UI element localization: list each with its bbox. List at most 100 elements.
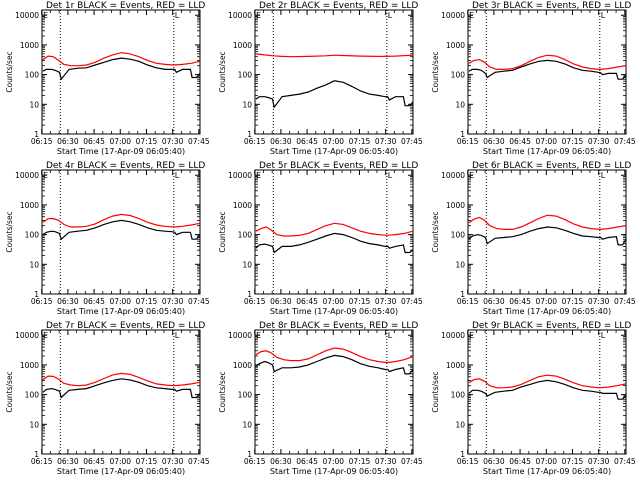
corner-mark: E bbox=[469, 11, 474, 20]
x-tick-label: 07:15 bbox=[136, 137, 158, 146]
x-tick-label: 06:15 bbox=[457, 297, 479, 306]
x-tick-label: 06:15 bbox=[457, 137, 479, 146]
y-tick-label: 10000 bbox=[441, 331, 465, 340]
y-tick-label: 1000 bbox=[233, 41, 252, 50]
y-tick-label: 100 bbox=[238, 391, 253, 400]
x-tick-label: 07:15 bbox=[562, 137, 584, 146]
x-tick-label: 06:45 bbox=[509, 457, 531, 466]
y-tick-label: 10 bbox=[242, 100, 252, 109]
x-tick-label: 07:00 bbox=[535, 457, 557, 466]
x-tick-label: 07:00 bbox=[535, 297, 557, 306]
x-tick-label: 07:30 bbox=[375, 297, 397, 306]
series-line-lld bbox=[468, 214, 627, 231]
x-tick-label: 07:00 bbox=[322, 457, 344, 466]
corner-mark: L bbox=[175, 171, 180, 180]
corner-mark: L bbox=[388, 11, 393, 20]
y-tick-label: 10 bbox=[29, 100, 39, 109]
x-tick-label: 07:45 bbox=[401, 297, 423, 306]
y-tick-label: 10 bbox=[242, 260, 252, 269]
x-axis-label: Start Time (17-Apr-09 06:05:40) bbox=[57, 307, 185, 316]
y-tick-label: 10000 bbox=[441, 11, 465, 20]
corner-mark: L bbox=[601, 331, 606, 340]
series-line-lld bbox=[468, 54, 627, 71]
x-tick-label: 06:15 bbox=[457, 457, 479, 466]
x-tick-label: 06:30 bbox=[57, 457, 79, 466]
corner-mark: L bbox=[388, 331, 393, 340]
corner-mark: E bbox=[43, 11, 48, 20]
x-tick-label: 07:45 bbox=[614, 137, 636, 146]
x-tick-label: 06:15 bbox=[31, 457, 53, 466]
plot-frame bbox=[254, 9, 414, 135]
series-line-lld bbox=[468, 374, 627, 389]
x-tick-label: 07:45 bbox=[614, 457, 636, 466]
chart-title: Det 7r BLACK = Events, RED = LLD bbox=[46, 321, 205, 331]
x-tick-label: 06:45 bbox=[509, 137, 531, 146]
corner-mark: E bbox=[256, 331, 261, 340]
x-tick-label: 07:45 bbox=[401, 137, 423, 146]
y-tick-label: 1000 bbox=[20, 361, 39, 370]
y-tick-label: 1000 bbox=[446, 201, 465, 210]
y-tick-label: 10000 bbox=[15, 331, 39, 340]
detector-panel: Det 9r BLACK = Events, RED = LLD 1 10 100 10… bbox=[431, 321, 636, 476]
corner-mark: L bbox=[601, 11, 606, 20]
series-line-lld bbox=[255, 222, 414, 237]
corner-mark: E bbox=[43, 331, 48, 340]
plot-frame bbox=[41, 9, 201, 135]
x-tick-label: 07:15 bbox=[136, 457, 158, 466]
x-axis-label: Start Time (17-Apr-09 06:05:40) bbox=[270, 307, 398, 316]
x-tick-label: 07:45 bbox=[188, 137, 210, 146]
y-tick-label: 10000 bbox=[15, 11, 39, 20]
x-axis-label: Start Time (17-Apr-09 06:05:40) bbox=[483, 467, 611, 476]
series-line-lld bbox=[42, 51, 201, 67]
y-tick-label: 100 bbox=[451, 71, 466, 80]
x-tick-label: 06:45 bbox=[296, 297, 318, 306]
y-axis-label: Counts/sec bbox=[5, 371, 14, 412]
detector-panel: Det 7r BLACK = Events, RED = LLD 1 10 100 10… bbox=[5, 321, 210, 476]
x-tick-label: 07:30 bbox=[162, 137, 184, 146]
x-axis-label: Start Time (17-Apr-09 06:05:40) bbox=[270, 467, 398, 476]
chart-title: Det 8r BLACK = Events, RED = LLD bbox=[259, 321, 418, 331]
y-tick-label: 10000 bbox=[15, 171, 39, 180]
corner-mark: L bbox=[601, 171, 606, 180]
y-axis-label: Counts/sec bbox=[5, 51, 14, 92]
series-line-events bbox=[255, 232, 414, 254]
x-tick-label: 07:45 bbox=[401, 457, 423, 466]
y-tick-label: 1 bbox=[460, 450, 465, 459]
x-axis-label: Start Time (17-Apr-09 06:05:40) bbox=[483, 147, 611, 156]
y-tick-label: 1 bbox=[247, 130, 252, 139]
x-tick-label: 06:30 bbox=[57, 297, 79, 306]
detector-panel: Det 6r BLACK = Events, RED = LLD 1 10 100 10… bbox=[431, 161, 636, 316]
x-axis-label: Start Time (17-Apr-09 06:05:40) bbox=[270, 147, 398, 156]
y-tick-label: 10000 bbox=[228, 331, 252, 340]
y-tick-label: 10 bbox=[455, 100, 465, 109]
series-line-events bbox=[42, 219, 201, 241]
x-tick-label: 06:15 bbox=[31, 137, 53, 146]
y-tick-label: 10000 bbox=[441, 171, 465, 180]
y-tick-label: 1 bbox=[34, 450, 39, 459]
chart-title: Det 5r BLACK = Events, RED = LLD bbox=[259, 161, 418, 171]
y-axis-label: Counts/sec bbox=[218, 51, 227, 92]
y-tick-label: 1 bbox=[34, 130, 39, 139]
series-line-events bbox=[255, 354, 414, 375]
plot-frame bbox=[254, 329, 414, 455]
y-tick-label: 1 bbox=[247, 450, 252, 459]
x-tick-label: 06:15 bbox=[244, 137, 266, 146]
chart-title: Det 2r BLACK = Events, RED = LLD bbox=[259, 1, 418, 11]
corner-mark: E bbox=[43, 171, 48, 180]
series-line-lld bbox=[42, 372, 201, 387]
x-tick-label: 07:00 bbox=[109, 457, 131, 466]
plot-frame bbox=[467, 329, 627, 455]
y-axis-label: Counts/sec bbox=[218, 211, 227, 252]
x-tick-label: 07:15 bbox=[562, 297, 584, 306]
x-tick-label: 06:45 bbox=[83, 457, 105, 466]
y-tick-label: 10 bbox=[242, 420, 252, 429]
corner-mark: E bbox=[256, 171, 261, 180]
y-tick-label: 10000 bbox=[228, 171, 252, 180]
x-tick-label: 07:15 bbox=[562, 457, 584, 466]
x-tick-label: 06:15 bbox=[244, 457, 266, 466]
x-tick-label: 07:00 bbox=[535, 137, 557, 146]
chart-title: Det 9r BLACK = Events, RED = LLD bbox=[472, 321, 631, 331]
y-tick-label: 10 bbox=[29, 420, 39, 429]
y-tick-label: 10 bbox=[455, 260, 465, 269]
